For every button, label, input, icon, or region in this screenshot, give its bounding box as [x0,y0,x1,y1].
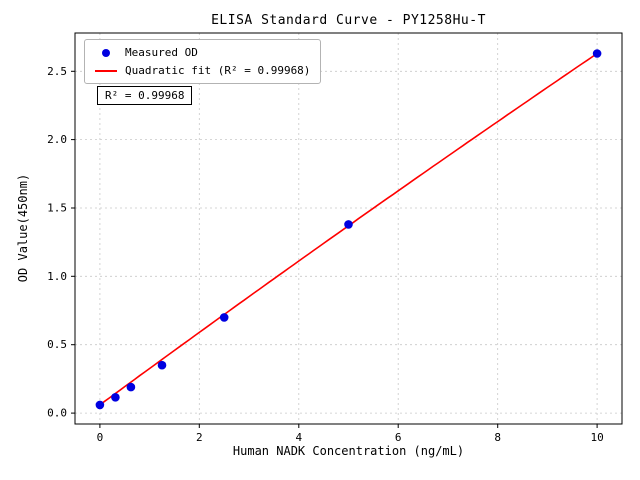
chart-title: ELISA Standard Curve - PY1258Hu-T [211,13,486,28]
x-tick-label: 2 [196,431,203,444]
measured-od-marker [95,48,117,57]
x-tick-label: 4 [295,431,302,444]
fit-line-marker [95,69,117,72]
legend-item-measured-od: Measured OD [95,46,310,59]
y-tick-label: 2.5 [47,65,67,78]
y-tick-label: 2.0 [47,133,67,146]
measured-od-point [111,393,120,402]
x-tick-label: 0 [97,431,104,444]
measured-od-point [592,49,602,58]
y-tick-label: 0.5 [47,338,67,351]
r-squared-annotation: R² = 0.99968 [97,86,193,105]
y-tick-label: 0.0 [47,407,67,420]
x-tick-label: 6 [395,431,402,444]
x-tick-label: 8 [494,431,501,444]
measured-od-point [219,313,229,322]
measured-od-point [95,400,105,410]
y-axis-label: OD Value(450nm) [16,173,30,283]
quadratic-fit-line [99,52,598,406]
measured-od-point [126,382,136,392]
y-tick-label: 1.0 [47,270,67,283]
legend-label-quadratic-fit: Quadratic fit (R² = 0.99968) [125,64,311,77]
legend-label-measured-od: Measured OD [125,46,198,59]
x-axis-label: Human NADK Concentration (ng/mL) [232,444,465,458]
legend: Measured OD Quadratic fit (R² = 0.99968) [84,39,322,84]
plot-border [74,32,623,425]
measured-od-point [157,360,167,370]
legend-item-quadratic-fit: Quadratic fit (R² = 0.99968) [95,64,310,77]
x-tick-label: 10 [590,431,603,444]
measured-od-point [344,220,353,229]
y-tick-label: 1.5 [47,202,67,215]
